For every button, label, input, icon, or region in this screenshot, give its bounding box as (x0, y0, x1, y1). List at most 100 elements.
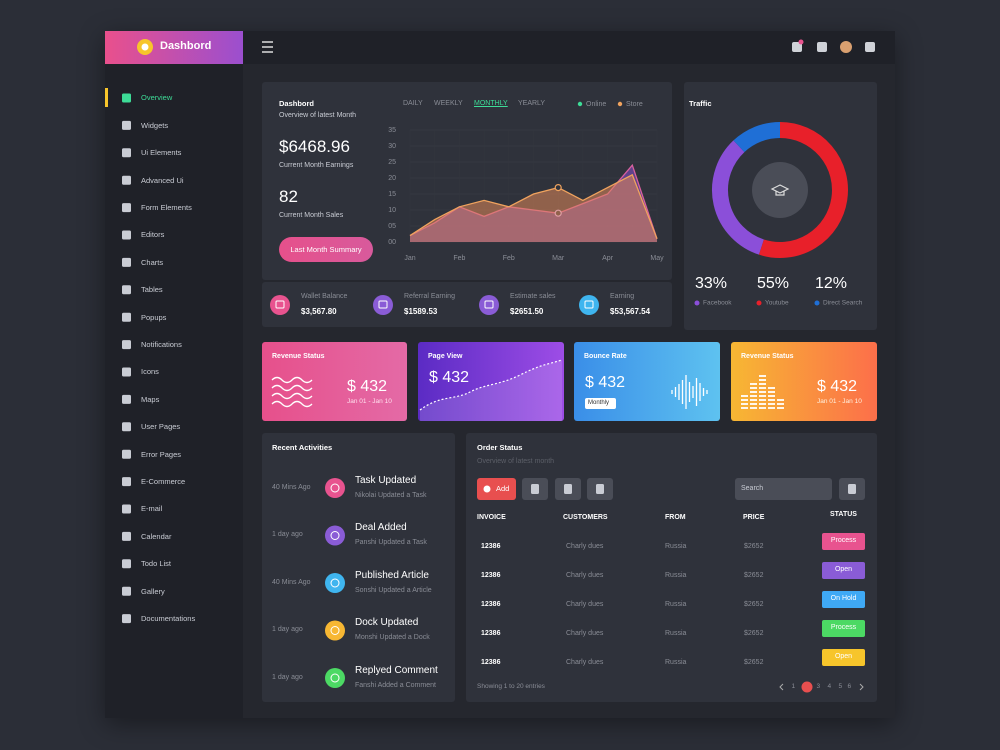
orders-card (466, 433, 877, 702)
activity-title: Replyed Comment (355, 664, 438, 676)
search-box[interactable] (735, 478, 832, 500)
orders-footer: Showing 1 to 20 entries (477, 682, 545, 690)
menu-item[interactable]: Documentations (141, 613, 196, 623)
menu-item[interactable]: Calendar (141, 531, 172, 541)
page-number[interactable]: 2 (804, 682, 809, 690)
status-pill (822, 591, 865, 608)
orders-title: Order Status (477, 443, 523, 453)
table-cell: Russia (665, 600, 687, 608)
menu-item[interactable]: Popups (141, 312, 167, 322)
range-tab[interactable]: WEEKLY (434, 99, 463, 107)
stat-label: Referral Earning (404, 292, 455, 300)
table-cell: Russia (665, 658, 687, 666)
select-label: Monthly (588, 400, 610, 407)
card-title: Page View (428, 352, 463, 360)
add-button[interactable] (477, 478, 516, 500)
table-cell: Russia (665, 629, 687, 637)
overview-subtitle: Overview of latest Month (279, 111, 357, 119)
table-cell: Russia (665, 542, 687, 550)
column-header: INVOICE (477, 513, 506, 521)
page-number[interactable]: 4 (827, 682, 832, 690)
status-label: Open (834, 653, 853, 661)
status-label: Process (830, 537, 857, 545)
tool-button[interactable] (555, 478, 581, 500)
page-number[interactable]: 1 (791, 682, 796, 690)
table-cell: Charly dues (566, 629, 604, 637)
table-cell: Charly dues (566, 600, 604, 608)
table-cell: 12386 (481, 629, 501, 637)
active-indicator (105, 88, 108, 107)
activity-time: 1 day ago (272, 673, 303, 681)
page-number[interactable]: 3 (816, 682, 821, 690)
card-title: Revenue Status (272, 352, 325, 360)
menu-item[interactable]: Todo List (141, 559, 172, 569)
card-value: $ 432 (817, 378, 858, 396)
table-cell: $2652 (744, 542, 764, 550)
column-header: FROM (665, 513, 686, 521)
range-tab[interactable]: YEARLY (518, 99, 546, 107)
tool-button[interactable] (522, 478, 548, 500)
menu-item[interactable]: Gallery (141, 586, 165, 596)
brand: Dashbord (160, 40, 212, 53)
card-value: $ 432 (347, 378, 388, 396)
menu-item[interactable]: User Pages (141, 422, 181, 432)
table-cell: $2652 (744, 600, 764, 608)
sales-label: Current Month Sales (279, 211, 344, 219)
export-button[interactable] (839, 478, 865, 500)
card-title: Bounce Rate (584, 352, 627, 360)
activity-sub: Nikolai Updated a Task (355, 491, 427, 499)
summary-button[interactable] (279, 237, 373, 262)
stat-value: $2651.50 (510, 307, 544, 317)
stat-value: $3,567.80 (301, 307, 337, 317)
menu-item[interactable]: Form Elements (141, 202, 192, 212)
traffic-card (684, 82, 877, 330)
activity-sub: Monshi Updated a Dock (355, 634, 430, 642)
card-value: $ 432 (585, 374, 626, 392)
top-bar (243, 31, 895, 64)
range-tab[interactable]: DAILY (403, 99, 423, 107)
card-sub: Jan 01 - Jan 10 (817, 397, 862, 405)
menu-item[interactable]: Tables (141, 285, 163, 295)
card-title: Revenue Status (741, 352, 794, 360)
activity-time: 40 Mins Ago (272, 578, 311, 586)
menu-item[interactable]: Ui Elements (141, 148, 182, 158)
menu-item[interactable]: E-Commerce (141, 476, 186, 486)
card-sub: Jan 01 - Jan 10 (347, 397, 392, 405)
stat-value: $1589.53 (404, 307, 438, 317)
activity-sub: Fanshi Added a Comment (355, 681, 436, 689)
status-label: On Hold (830, 595, 857, 603)
activity-time: 1 day ago (272, 531, 303, 539)
range-tab[interactable]: MONTHLY (474, 99, 508, 107)
menu-item[interactable]: Maps (141, 394, 160, 404)
select-box[interactable] (585, 398, 616, 409)
sales: 82 (279, 187, 298, 207)
menu-item[interactable]: E-mail (141, 504, 163, 514)
table-cell: $2652 (744, 629, 764, 637)
menu-item[interactable]: Charts (141, 257, 164, 267)
status-pill (822, 533, 865, 550)
status-pill (822, 620, 865, 637)
menu-item[interactable]: Icons (141, 367, 159, 377)
activity-time: 40 Mins Ago (272, 483, 311, 491)
status-label: Process (830, 624, 857, 632)
menu-item[interactable]: Notifications (141, 339, 182, 349)
summary-button-label: Last Month Summary (290, 245, 362, 254)
tool-button[interactable] (587, 478, 613, 500)
table-cell: 12386 (481, 571, 501, 579)
table-cell: 12386 (481, 542, 501, 550)
earnings-label: Current Month Earnings (279, 161, 354, 169)
menu-item[interactable]: Widgets (141, 120, 169, 130)
menu-item[interactable]: Error Pages (141, 449, 182, 459)
page-number[interactable]: 5 (838, 682, 843, 690)
activity-sub: Sonshi Updated a Article (355, 586, 432, 594)
stats-bar (262, 282, 672, 327)
menu-item[interactable]: Editors (141, 230, 165, 240)
activities-title: Recent Activities (272, 443, 333, 453)
menu-item[interactable]: Advanced Ui (141, 175, 184, 185)
earnings: $6468.96 (279, 137, 350, 157)
activity-title: Deal Added (355, 522, 407, 534)
search-placeholder: Search (741, 484, 764, 492)
page-number[interactable]: 6 (847, 682, 852, 690)
menu-item[interactable]: Overview (141, 93, 173, 103)
